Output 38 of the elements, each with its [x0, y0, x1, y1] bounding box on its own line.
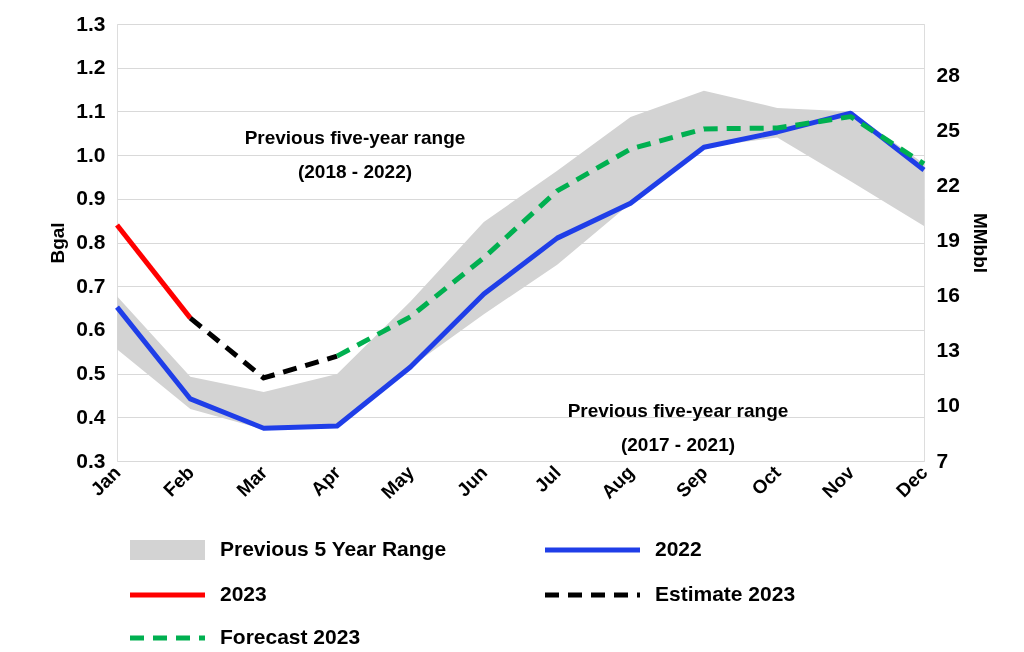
y2-tick-label: 28	[936, 62, 961, 86]
annotation: Previous five-year range (2017 - 2021)	[567, 400, 789, 455]
x-tick-label: Apr	[306, 461, 346, 500]
legend-label: Forecast 2023	[220, 625, 361, 648]
legend-label: Estimate 2023	[655, 582, 796, 605]
x-tick-label: Dec	[892, 461, 932, 502]
y-tick-label: 0.9	[76, 186, 106, 210]
y-tick-label: 1.1	[76, 98, 106, 122]
x-tick-label: Sep	[671, 461, 712, 502]
y2-tick-label: 13	[936, 338, 960, 362]
y-tick-label: 0.6	[76, 317, 106, 341]
y2-tick-label: 22	[936, 173, 960, 197]
legend-label: 2022	[655, 537, 702, 560]
x-tick-label: Feb	[159, 461, 198, 501]
x-tick-label: Nov	[817, 461, 859, 502]
x-tick-label: May	[377, 461, 419, 503]
y2-tick-label: 16	[936, 283, 960, 307]
y-tick-label: 1.3	[76, 11, 106, 35]
y-tick-label: 1.2	[76, 55, 106, 79]
y-axis-title: Bgal	[47, 222, 69, 264]
legend-label: Previous 5 Year Range	[220, 537, 447, 560]
y2-tick-label: 25	[936, 118, 961, 141]
annotation: Previous five-year range (2018 - 2022)	[244, 127, 466, 182]
x-tick-label: Jul	[530, 461, 565, 496]
legend-label: 2023	[220, 582, 267, 605]
y2-tick-label: 7	[936, 448, 949, 472]
y2-axis-title: MMbbl	[969, 212, 991, 274]
y-tick-label: 1.0	[76, 142, 106, 166]
y-tick-label: 0.8	[76, 230, 106, 253]
y-tick-label: 0.4	[76, 404, 106, 428]
x-tick-label: Mar	[232, 461, 272, 501]
x-tick-label: Oct	[747, 461, 786, 499]
y2-tick-label: 19	[936, 228, 960, 252]
y-tick-label: 0.3	[76, 448, 106, 472]
y-tick-label: 0.7	[76, 273, 106, 297]
x-tick-label: Jun	[452, 461, 492, 501]
y-tick-label: 0.5	[76, 361, 106, 385]
y2-tick-label: 10	[936, 393, 960, 417]
